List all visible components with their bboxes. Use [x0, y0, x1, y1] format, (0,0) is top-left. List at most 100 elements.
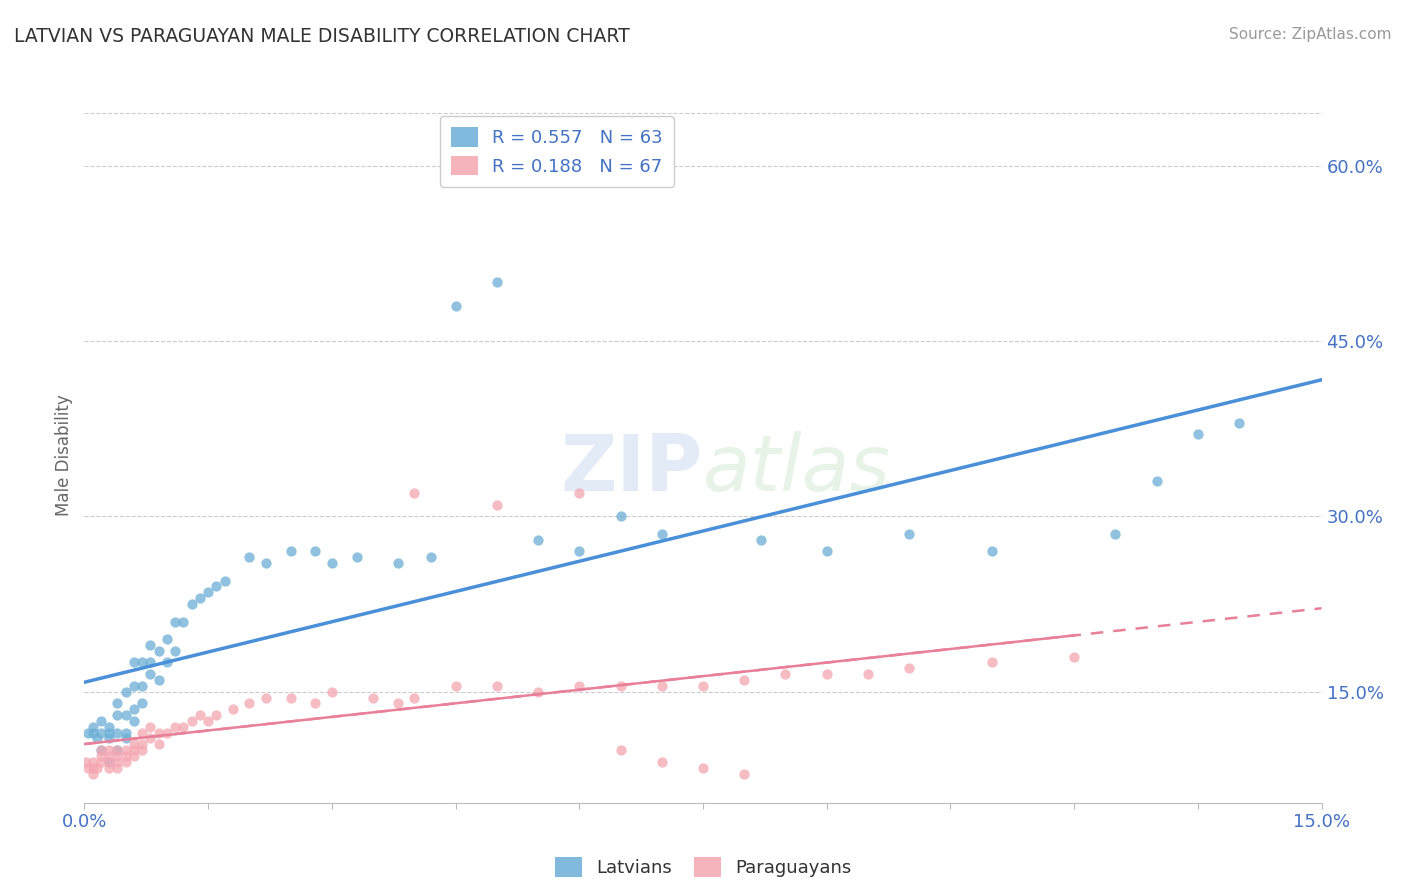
Point	[122, 679, 145, 693]
Text: Source: ZipAtlas.com: Source: ZipAtlas.com	[1229, 27, 1392, 42]
Point	[1187, 427, 1209, 442]
Point	[90, 749, 112, 764]
Point	[609, 743, 631, 757]
Point	[148, 725, 170, 739]
Point	[105, 755, 128, 769]
Point	[404, 486, 426, 500]
Point	[122, 702, 145, 716]
Point	[188, 708, 211, 723]
Point	[114, 708, 136, 723]
Point	[172, 720, 194, 734]
Point	[254, 556, 277, 570]
Point	[898, 526, 921, 541]
Point	[197, 714, 219, 728]
Point	[114, 749, 136, 764]
Point	[214, 574, 236, 588]
Point	[165, 720, 187, 734]
Point	[280, 544, 302, 558]
Point	[165, 615, 187, 629]
Point	[131, 725, 153, 739]
Point	[105, 725, 128, 739]
Point	[90, 755, 112, 769]
Point	[114, 743, 136, 757]
Point	[148, 673, 170, 687]
Point	[733, 673, 755, 687]
Point	[361, 690, 384, 705]
Point	[105, 749, 128, 764]
Point	[122, 714, 145, 728]
Point	[304, 697, 326, 711]
Point	[485, 679, 508, 693]
Point	[148, 644, 170, 658]
Point	[90, 743, 112, 757]
Point	[387, 697, 409, 711]
Point	[188, 591, 211, 606]
Point	[485, 498, 508, 512]
Point	[82, 720, 104, 734]
Point	[1063, 649, 1085, 664]
Point	[444, 679, 467, 693]
Point	[86, 731, 108, 746]
Point	[321, 556, 343, 570]
Point	[90, 714, 112, 728]
Point	[444, 299, 467, 313]
Point	[205, 579, 228, 593]
Point	[90, 743, 112, 757]
Point	[387, 556, 409, 570]
Point	[404, 690, 426, 705]
Point	[139, 638, 162, 652]
Point	[180, 597, 202, 611]
Point	[122, 656, 145, 670]
Point	[82, 725, 104, 739]
Point	[105, 743, 128, 757]
Point	[156, 632, 179, 646]
Point	[1104, 526, 1126, 541]
Point	[568, 544, 591, 558]
Point	[180, 714, 202, 728]
Text: atlas: atlas	[703, 431, 891, 507]
Point	[122, 743, 145, 757]
Point	[304, 544, 326, 558]
Point	[1227, 416, 1250, 430]
Point	[105, 743, 128, 757]
Point	[815, 667, 838, 681]
Point	[856, 667, 879, 681]
Point	[139, 656, 162, 670]
Point	[651, 755, 673, 769]
Point	[98, 749, 121, 764]
Point	[139, 720, 162, 734]
Point	[609, 509, 631, 524]
Point	[98, 720, 121, 734]
Point	[82, 755, 104, 769]
Point	[156, 725, 179, 739]
Point	[749, 533, 772, 547]
Point	[651, 526, 673, 541]
Point	[609, 679, 631, 693]
Point	[692, 761, 714, 775]
Point	[75, 755, 97, 769]
Point	[139, 731, 162, 746]
Text: LATVIAN VS PARAGUAYAN MALE DISABILITY CORRELATION CHART: LATVIAN VS PARAGUAYAN MALE DISABILITY CO…	[14, 27, 630, 45]
Point	[980, 544, 1002, 558]
Point	[114, 755, 136, 769]
Point	[485, 276, 508, 290]
Point	[692, 679, 714, 693]
Point	[775, 667, 797, 681]
Point	[131, 679, 153, 693]
Point	[105, 697, 128, 711]
Point	[527, 533, 550, 547]
Point	[131, 656, 153, 670]
Text: ZIP: ZIP	[561, 431, 703, 507]
Point	[131, 743, 153, 757]
Point	[114, 731, 136, 746]
Point	[77, 725, 100, 739]
Point	[131, 697, 153, 711]
Point	[98, 755, 121, 769]
Point	[815, 544, 838, 558]
Point	[568, 486, 591, 500]
Legend: Latvians, Paraguayans: Latvians, Paraguayans	[547, 850, 859, 884]
Point	[1146, 474, 1168, 488]
Point	[139, 667, 162, 681]
Point	[148, 737, 170, 751]
Point	[105, 761, 128, 775]
